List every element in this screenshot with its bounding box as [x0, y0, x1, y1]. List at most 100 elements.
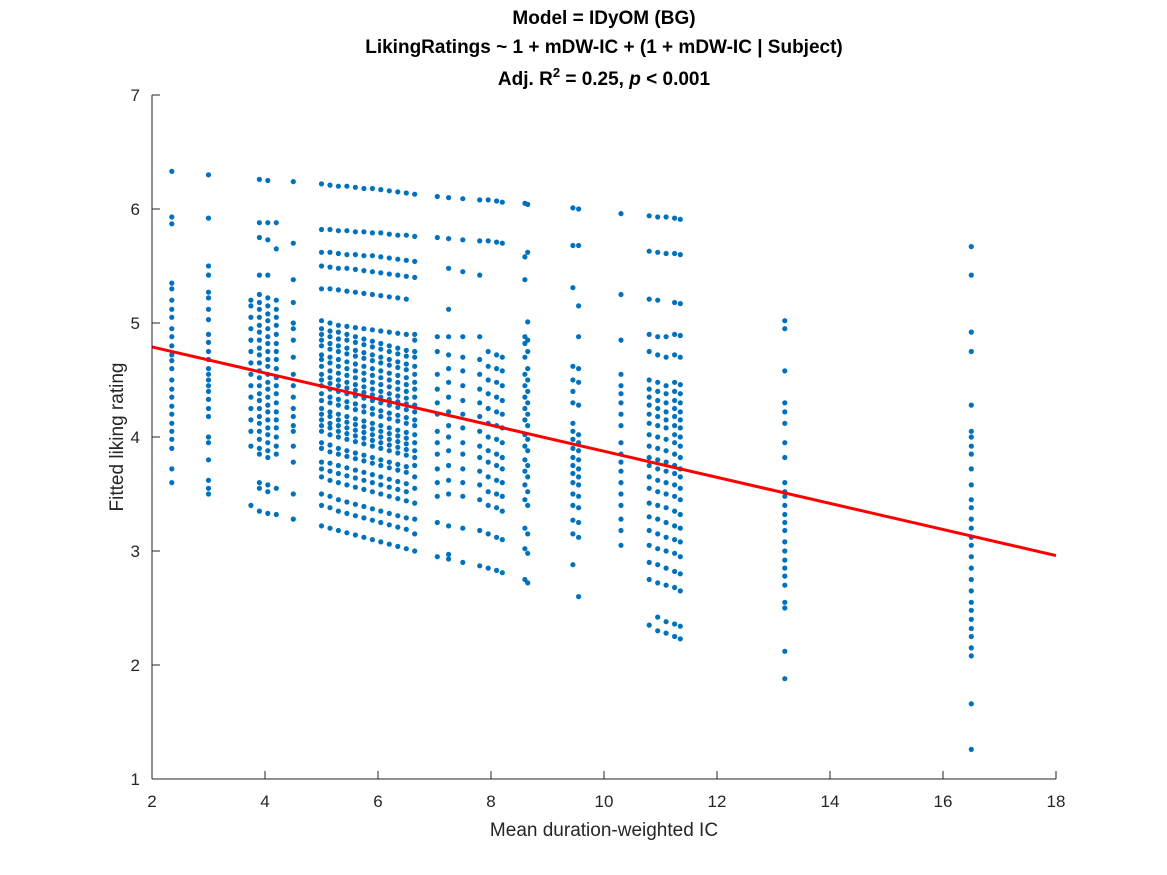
- data-point: [494, 505, 500, 511]
- data-point: [327, 468, 333, 474]
- data-point: [570, 285, 576, 291]
- data-point: [782, 557, 788, 563]
- data-point: [677, 382, 683, 388]
- data-point: [327, 525, 333, 531]
- data-point: [273, 331, 279, 337]
- data-point: [412, 354, 418, 360]
- data-point: [570, 491, 576, 497]
- data-point: [677, 497, 683, 503]
- data-point: [395, 418, 401, 424]
- data-point: [352, 433, 358, 439]
- data-point: [378, 491, 384, 497]
- data-point: [570, 454, 576, 461]
- data-point: [256, 360, 262, 366]
- data-point: [403, 367, 409, 373]
- data-point: [570, 470, 576, 477]
- data-point: [361, 384, 367, 390]
- data-point: [499, 411, 505, 417]
- data-point: [646, 559, 652, 566]
- data-point: [782, 454, 788, 461]
- data-point: [395, 232, 401, 238]
- data-point: [318, 440, 325, 446]
- data-point: [968, 542, 974, 548]
- data-point: [672, 550, 678, 556]
- data-point: [672, 405, 678, 412]
- data-point: [412, 417, 418, 423]
- data-point: [618, 211, 624, 217]
- data-point: [256, 234, 262, 241]
- data-point: [663, 436, 669, 442]
- data-point: [477, 527, 483, 534]
- data-point: [412, 548, 418, 554]
- data-point: [576, 466, 582, 472]
- data-point: [248, 326, 254, 332]
- data-point: [646, 576, 652, 583]
- data-point: [344, 265, 350, 271]
- data-point: [335, 445, 341, 451]
- data-point: [460, 397, 466, 404]
- data-point: [273, 409, 279, 415]
- data-point: [352, 421, 358, 428]
- data-point: [646, 348, 652, 355]
- data-point: [361, 503, 367, 510]
- data-point: [205, 331, 212, 337]
- data-point: [290, 423, 296, 429]
- data-point: [327, 340, 333, 347]
- data-point: [335, 411, 341, 417]
- data-point: [672, 388, 678, 394]
- data-point: [434, 519, 440, 526]
- data-point: [663, 534, 669, 540]
- data-point: [378, 539, 384, 545]
- data-point: [265, 379, 271, 385]
- data-point: [412, 462, 418, 469]
- data-point: [361, 452, 367, 458]
- data-point: [525, 489, 531, 495]
- data-point: [646, 485, 652, 491]
- data-point: [386, 431, 392, 437]
- data-point: [412, 371, 418, 377]
- data-point: [378, 482, 384, 488]
- data-point: [256, 272, 262, 278]
- data-point: [290, 413, 296, 420]
- data-point: [335, 396, 341, 402]
- data-point: [378, 375, 384, 381]
- data-point: [369, 460, 375, 466]
- data-point: [352, 339, 358, 345]
- data-point: [290, 394, 296, 400]
- data-point: [369, 454, 375, 461]
- data-point: [646, 402, 652, 408]
- data-point: [205, 348, 212, 355]
- data-point: [485, 391, 491, 397]
- data-point: [265, 318, 271, 324]
- data-point: [663, 409, 669, 415]
- data-point: [327, 360, 333, 366]
- x-tick-label: 10: [595, 792, 614, 811]
- data-point: [290, 354, 296, 360]
- data-point: [327, 354, 333, 360]
- data-point: [403, 190, 409, 196]
- data-point: [378, 328, 384, 334]
- data-point: [655, 397, 661, 404]
- data-point: [655, 405, 661, 412]
- data-point: [169, 366, 175, 372]
- data-point: [273, 400, 279, 406]
- y-tick-label: 2: [131, 656, 140, 675]
- y-tick-label: 7: [131, 86, 140, 105]
- data-point: [344, 372, 350, 378]
- data-point: [290, 405, 296, 412]
- data-point: [169, 286, 175, 292]
- data-point: [318, 363, 325, 369]
- data-point: [327, 432, 333, 438]
- data-point: [335, 402, 341, 408]
- data-point: [412, 348, 418, 355]
- data-point: [672, 451, 678, 457]
- data-point: [352, 184, 358, 190]
- data-point: [327, 460, 333, 466]
- data-point: [352, 450, 358, 456]
- data-point: [412, 363, 418, 369]
- data-point: [256, 299, 262, 306]
- data-point: [248, 314, 254, 320]
- data-point: [318, 411, 325, 417]
- data-point: [290, 326, 296, 332]
- data-point: [335, 356, 341, 363]
